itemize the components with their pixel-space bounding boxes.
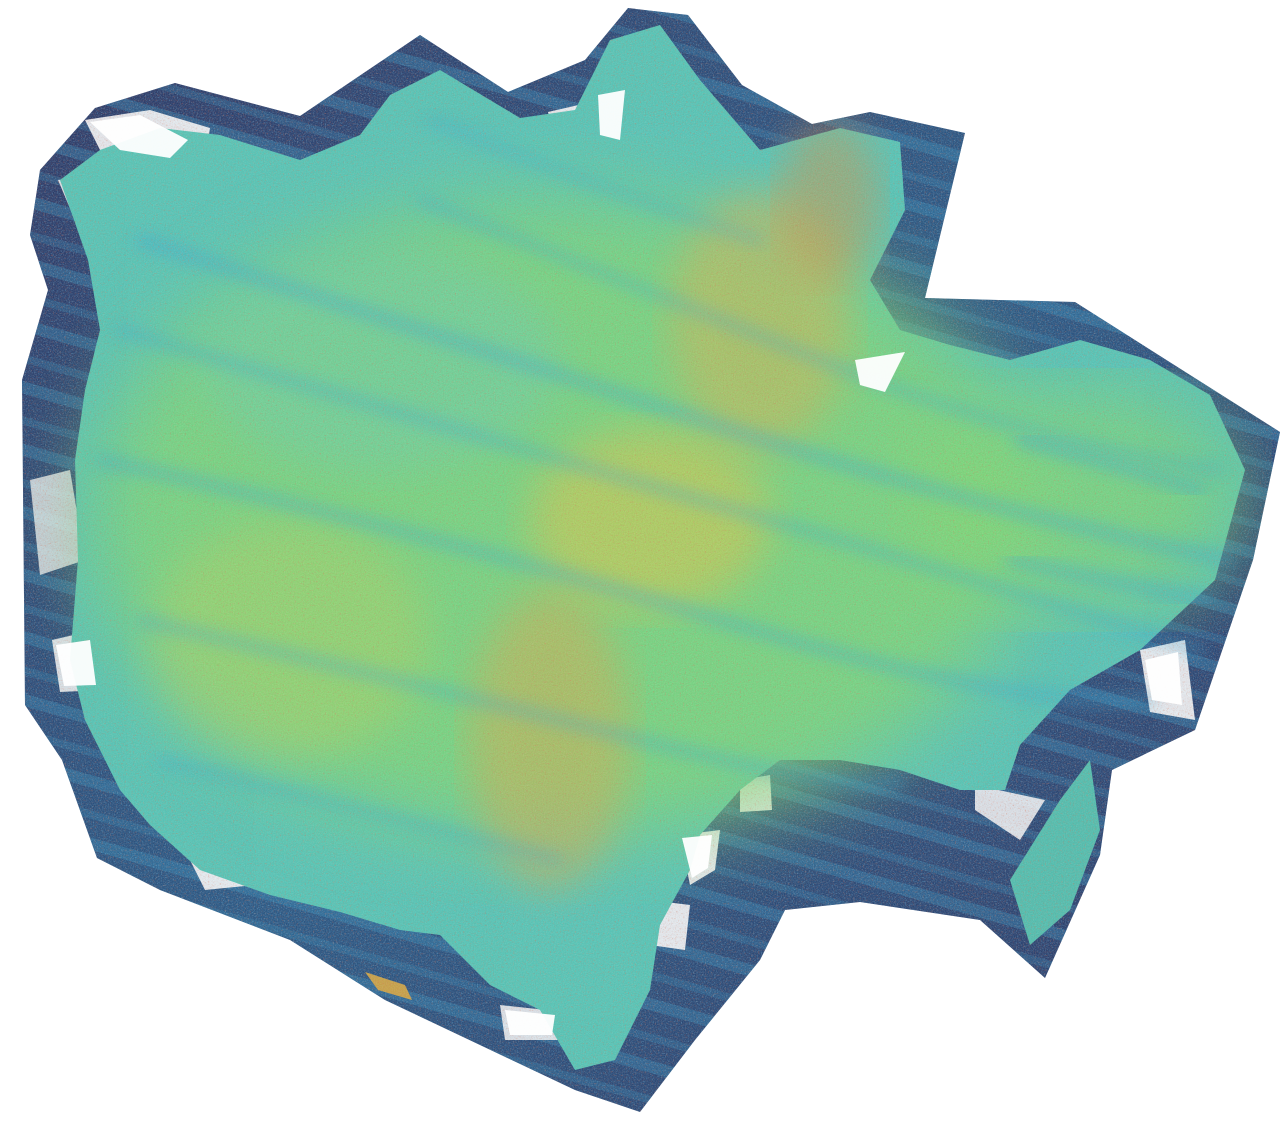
- edge-gaps: [56, 90, 1182, 1035]
